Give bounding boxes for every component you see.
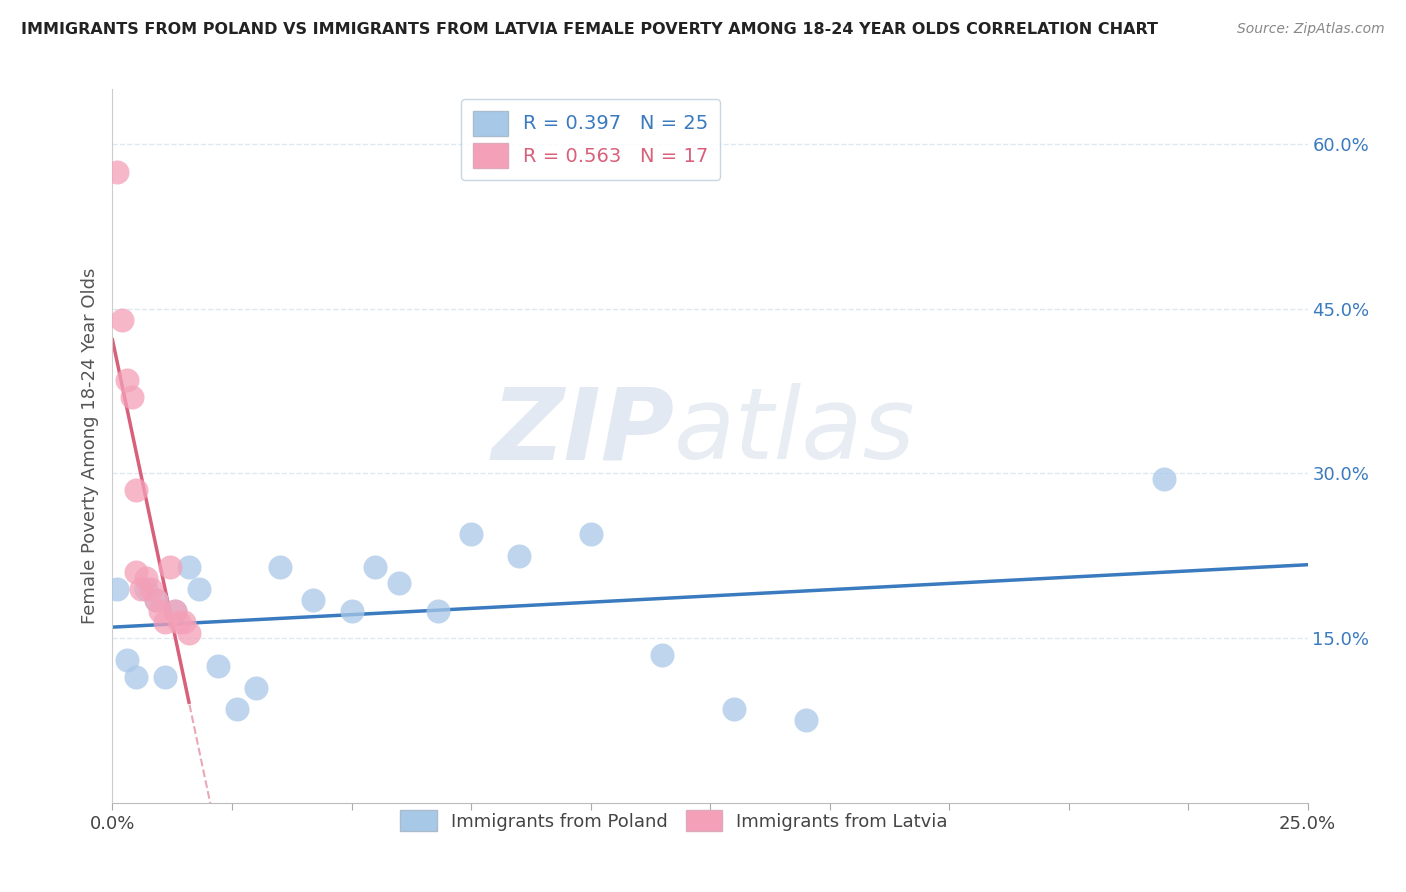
Point (163, 604, 186, 618)
Point (129, 582, 152, 596)
Point (1153, 472, 1175, 486)
Point (135, 571, 157, 585)
Point (153, 615, 176, 629)
Point (111, 312, 134, 326)
Point (177, 559, 200, 574)
Text: Source: ZipAtlas.com: Source: ZipAtlas.com (1237, 22, 1385, 37)
Point (794, 714, 817, 728)
Point (302, 592, 325, 607)
Point (364, 559, 387, 574)
Point (340, 604, 363, 618)
Text: ZIP: ZIP (491, 384, 675, 480)
Point (121, 390, 143, 404)
Point (207, 658, 229, 673)
Point (125, 669, 148, 683)
Point (145, 592, 167, 607)
Point (173, 615, 195, 629)
Point (508, 549, 530, 563)
Point (139, 582, 162, 596)
Point (169, 615, 191, 629)
Point (460, 526, 482, 541)
Point (135, 582, 157, 596)
Point (723, 702, 745, 716)
Point (426, 604, 449, 618)
Point (187, 582, 209, 596)
Point (125, 566, 148, 580)
Point (115, 373, 138, 387)
Point (153, 669, 176, 683)
Point (149, 604, 172, 618)
Point (115, 653, 138, 667)
Point (177, 625, 200, 640)
Point (269, 559, 291, 574)
Point (145, 592, 167, 607)
Point (105, 164, 128, 178)
Point (388, 576, 411, 591)
Point (651, 648, 673, 662)
Point (163, 604, 186, 618)
Point (125, 483, 148, 497)
Text: IMMIGRANTS FROM POLAND VS IMMIGRANTS FROM LATVIA FEMALE POVERTY AMONG 18-24 YEAR: IMMIGRANTS FROM POLAND VS IMMIGRANTS FRO… (21, 22, 1159, 37)
Point (225, 702, 247, 716)
Point (579, 526, 602, 541)
Point (105, 582, 128, 596)
Text: atlas: atlas (675, 384, 915, 480)
Y-axis label: Female Poverty Among 18-24 Year Olds: Female Poverty Among 18-24 Year Olds (80, 268, 98, 624)
Legend: Immigrants from Poland, Immigrants from Latvia: Immigrants from Poland, Immigrants from … (391, 801, 957, 840)
Point (245, 681, 267, 695)
Point (159, 559, 181, 574)
